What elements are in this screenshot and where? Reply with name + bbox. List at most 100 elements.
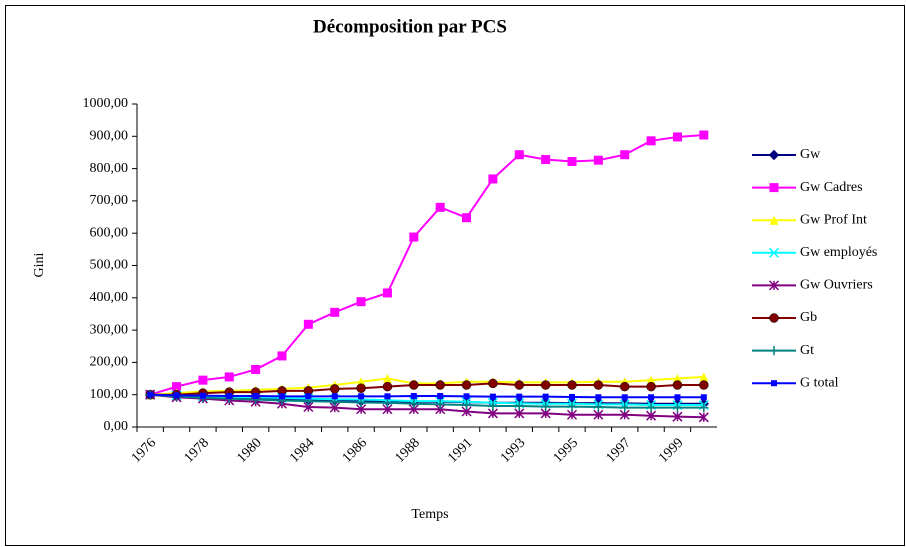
- marker: [147, 391, 154, 398]
- marker: [698, 412, 709, 423]
- marker: [409, 232, 419, 242]
- marker: [699, 130, 709, 140]
- marker: [461, 380, 472, 390]
- y-tick-label: 500,00: [90, 258, 129, 273]
- marker: [356, 297, 366, 307]
- marker: [567, 380, 577, 390]
- marker: [356, 383, 366, 393]
- marker: [541, 155, 551, 165]
- marker: [672, 411, 683, 422]
- y-tick-label: 900,00: [90, 129, 129, 144]
- marker: [410, 392, 417, 399]
- y-axis-label: Gini: [32, 252, 47, 277]
- marker: [251, 365, 261, 375]
- marker: [252, 392, 259, 399]
- legend-marker: [769, 346, 779, 356]
- y-tick-label: 400,00: [90, 290, 129, 305]
- marker: [514, 401, 524, 411]
- marker: [356, 377, 366, 387]
- y-tick-label: 700,00: [90, 193, 129, 208]
- marker: [566, 409, 578, 420]
- marker: [199, 392, 206, 399]
- marker: [646, 375, 656, 385]
- y-tick-label: 800,00: [90, 161, 129, 176]
- marker: [672, 403, 682, 413]
- marker: [437, 392, 444, 399]
- marker: [540, 380, 551, 390]
- marker: [674, 394, 681, 401]
- marker: [542, 393, 549, 400]
- marker: [303, 319, 313, 329]
- marker: [593, 402, 603, 412]
- marker: [356, 397, 366, 407]
- legend-marker: [771, 380, 777, 387]
- legend-marker: [768, 280, 780, 291]
- legend-label: G total: [800, 375, 839, 390]
- marker: [541, 402, 551, 412]
- marker: [516, 393, 523, 400]
- marker: [699, 380, 709, 390]
- legend-label: Gw Cadres: [800, 180, 863, 195]
- legend-marker: [769, 313, 779, 323]
- marker: [409, 399, 419, 409]
- marker: [569, 393, 575, 400]
- marker: [198, 375, 208, 385]
- legend-label: Gw Prof Int: [800, 212, 867, 227]
- series-line: [149, 134, 704, 396]
- chart-title: Décomposition par PCS: [313, 16, 507, 37]
- series-line: [150, 375, 704, 396]
- marker: [435, 399, 445, 409]
- marker: [329, 384, 340, 394]
- marker: [382, 374, 392, 384]
- x-axis-label: Temps: [411, 507, 448, 522]
- marker: [593, 409, 604, 420]
- legend-label: Gw: [800, 147, 821, 162]
- y-tick-label: 100,00: [90, 387, 129, 402]
- legend-label: Gw employés: [800, 245, 877, 260]
- marker: [488, 174, 498, 184]
- marker: [595, 394, 602, 401]
- marker: [305, 393, 312, 400]
- marker: [620, 150, 630, 160]
- marker: [435, 380, 445, 390]
- marker: [384, 393, 391, 400]
- marker: [646, 410, 657, 421]
- y-tick-label: 200,00: [90, 355, 129, 370]
- marker: [279, 393, 285, 400]
- y-tick-label: 300,00: [90, 322, 129, 337]
- legend-label: Gt: [800, 343, 814, 358]
- y-tick-label: 600,00: [90, 225, 129, 240]
- y-tick-label: 0,00: [104, 419, 129, 434]
- marker: [619, 381, 630, 392]
- legend-marker: [769, 215, 779, 225]
- marker: [435, 202, 445, 212]
- marker: [224, 372, 234, 382]
- marker: [514, 380, 525, 390]
- marker: [382, 288, 392, 298]
- marker: [699, 403, 709, 413]
- marker: [646, 381, 656, 392]
- legend-label: Gw Ouvriers: [800, 278, 873, 293]
- marker: [621, 394, 628, 401]
- marker: [567, 402, 577, 412]
- marker: [672, 380, 683, 390]
- marker: [331, 393, 338, 400]
- marker: [382, 398, 392, 408]
- legend-label: Gb: [800, 310, 817, 325]
- series-line: [150, 393, 704, 399]
- marker: [567, 156, 577, 166]
- legend-marker: [768, 149, 780, 161]
- marker: [463, 393, 470, 400]
- chart-border: [5, 5, 905, 546]
- marker: [382, 381, 393, 392]
- series-line: [150, 393, 704, 419]
- marker: [672, 374, 682, 384]
- marker: [672, 132, 682, 142]
- marker: [226, 392, 233, 399]
- legend-marker: [769, 183, 779, 193]
- marker: [593, 155, 603, 165]
- marker: [488, 378, 498, 389]
- marker: [409, 380, 419, 390]
- marker: [488, 401, 498, 411]
